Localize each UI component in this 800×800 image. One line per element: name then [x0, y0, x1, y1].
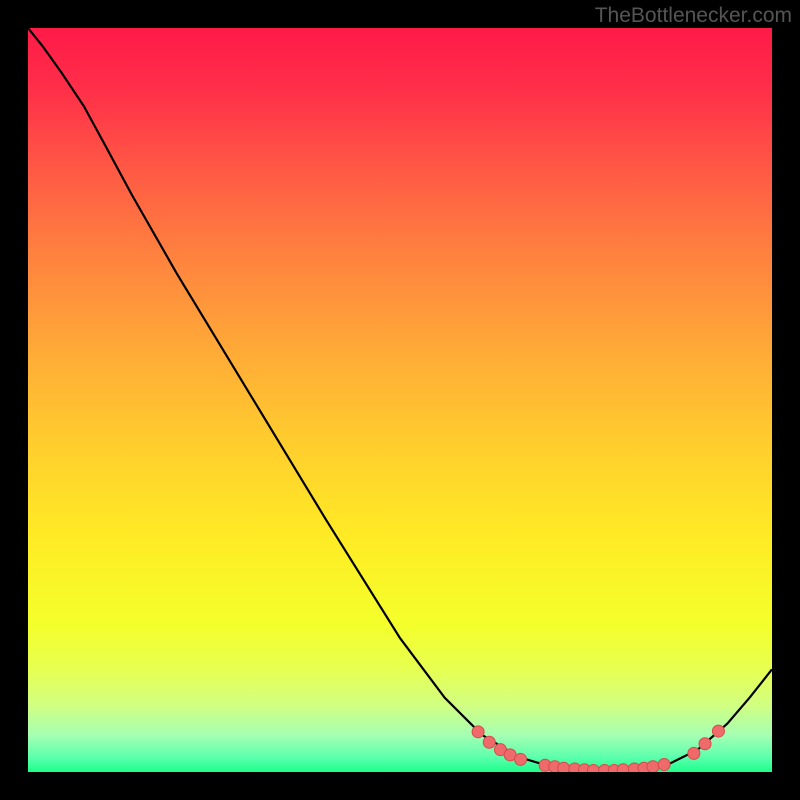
chart-marker	[515, 753, 527, 765]
chart-marker	[647, 761, 659, 772]
chart-marker	[558, 762, 570, 772]
chart-marker	[483, 736, 495, 748]
chart-marker	[688, 747, 700, 759]
chart-marker	[587, 765, 599, 772]
chart-markers-group	[472, 725, 724, 772]
chart-marker	[472, 726, 484, 738]
chart-marker	[658, 759, 670, 771]
chart-marker	[699, 738, 711, 750]
chart-curve	[28, 28, 772, 771]
chart-marker	[712, 725, 724, 737]
chart-svg-layer	[28, 28, 772, 772]
chart-marker	[617, 764, 629, 772]
watermark-text: TheBottlenecker.com	[595, 4, 792, 28]
chart-plot-area	[28, 28, 772, 772]
